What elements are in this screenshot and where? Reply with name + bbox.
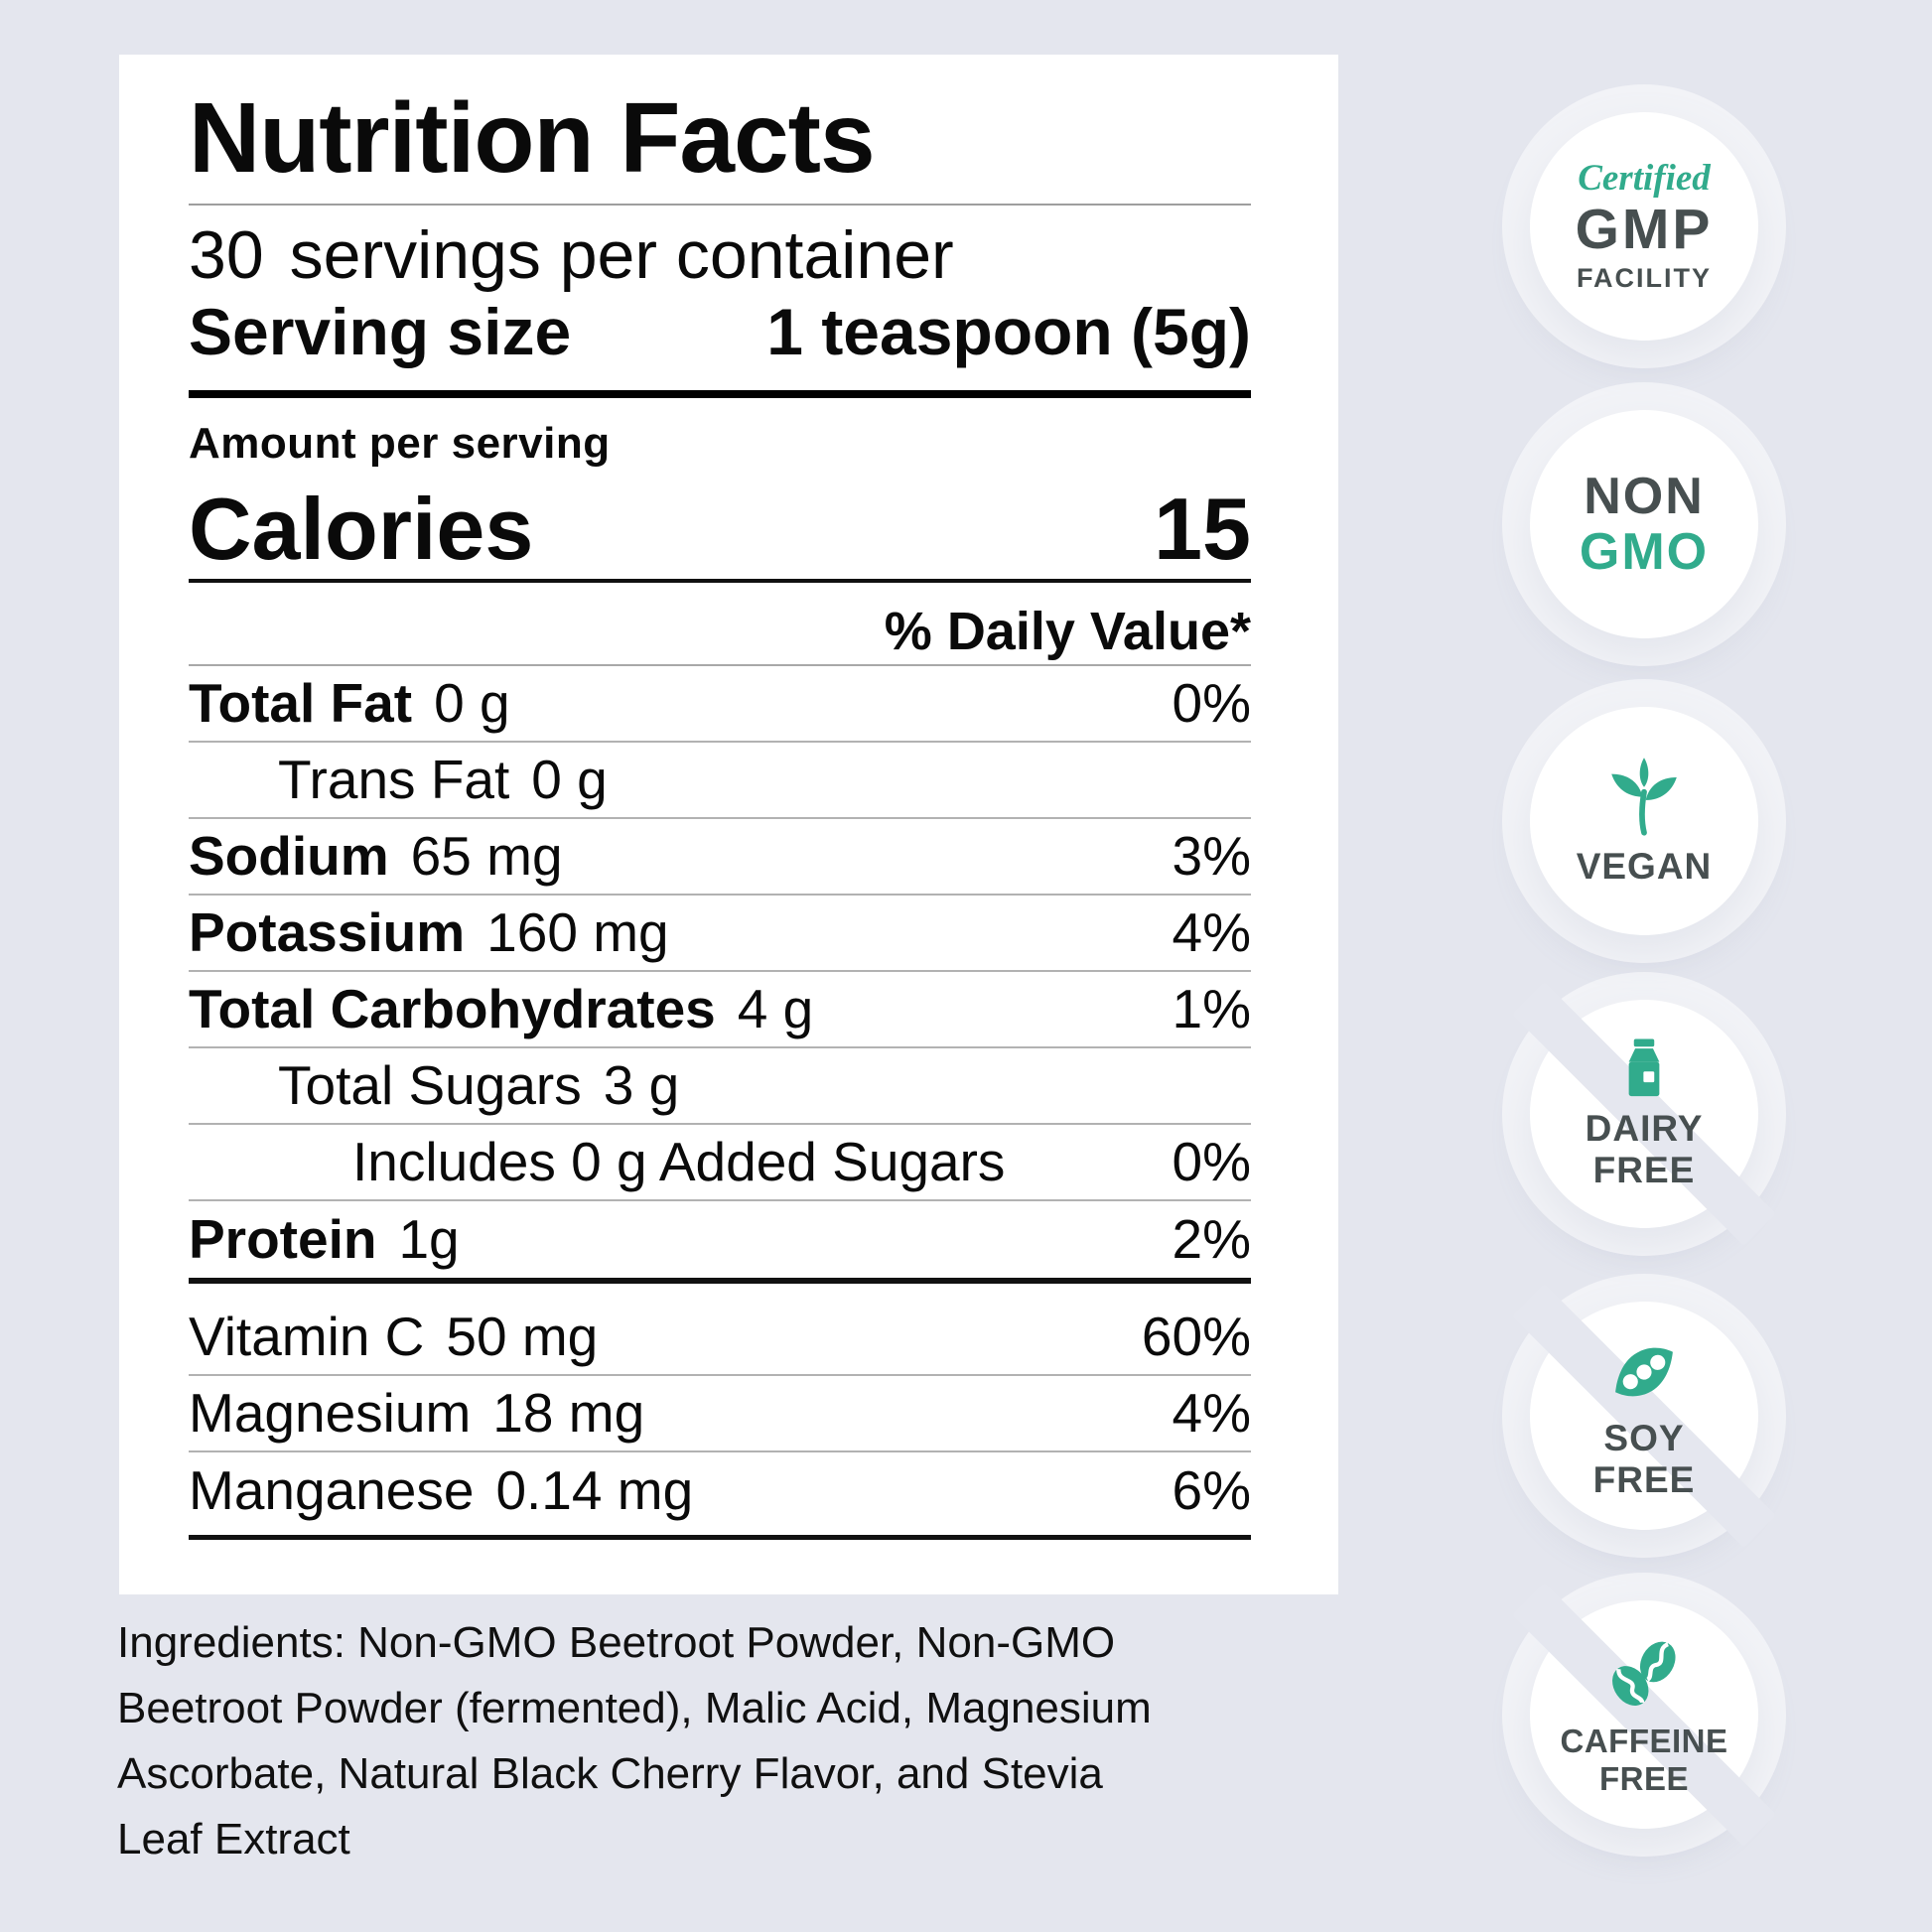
milk-carton-icon: [1612, 1036, 1676, 1108]
row-trans-fat: Trans Fat 0 g: [189, 743, 1251, 819]
nutrient-amount: 50 mg: [446, 1306, 599, 1367]
badge-non-gmo: NON GMO: [1530, 410, 1758, 638]
nutrient-amount: 1g: [398, 1208, 460, 1270]
badge-text: FREE: [1592, 1150, 1696, 1190]
coffee-beans-icon: [1598, 1631, 1690, 1723]
pea-pod-icon: [1602, 1330, 1686, 1418]
nutrient-name: Total Carbohydrates: [189, 978, 716, 1039]
serving-size-value: 1 teaspoon (5g): [766, 295, 1251, 368]
nutrient-amount: 0 g: [531, 749, 608, 810]
nutrient-daily-value: 60%: [1141, 1306, 1251, 1367]
nutrient-name: Includes 0 g Added Sugars: [352, 1131, 1006, 1192]
nutrient-daily-value: 0%: [1172, 672, 1252, 734]
badge-text: FREE: [1598, 1760, 1689, 1797]
ingredients-text: Ingredients: Non-GMO Beetroot Powder, No…: [117, 1610, 1152, 1872]
badge-certified-gmp-facility: Certified GMP FACILITY: [1530, 112, 1758, 341]
nutrient-name: Magnesium: [189, 1382, 472, 1444]
calories-label: Calories: [189, 480, 534, 578]
nutrient-name: Manganese: [189, 1459, 475, 1521]
nutrient-name: Sodium: [189, 825, 389, 887]
ingredients-line: Ingredients: Non-GMO Beetroot Powder, No…: [117, 1618, 1116, 1667]
nutrient-amount: 65 mg: [410, 825, 563, 887]
row-potassium: Potassium 160 mg 4%: [189, 896, 1251, 972]
badge-caffeine-free: CAFFEINE FREE: [1512, 1583, 1776, 1847]
servings-count: 30: [189, 217, 264, 293]
micronutrient-table: Vitamin C 50 mg 60% Magnesium 18 mg 4% M…: [189, 1300, 1251, 1529]
nutrient-amount: 0.14 mg: [495, 1459, 694, 1521]
nutrition-facts-panel: Nutrition Facts 30 servings per container…: [119, 55, 1338, 1594]
thick-divider: [189, 1278, 1251, 1284]
badge-text: GMP: [1575, 198, 1714, 262]
row-includes-0-g-added-sugars: Includes 0 g Added Sugars 0%: [189, 1125, 1251, 1201]
nutrient-daily-value: 3%: [1172, 825, 1252, 887]
row-protein: Protein 1g 2%: [189, 1201, 1251, 1278]
divider: [189, 204, 1251, 206]
nutrient-name: Vitamin C: [189, 1306, 425, 1367]
nutrient-daily-value: 1%: [1172, 978, 1252, 1039]
badge-text: VEGAN: [1576, 845, 1713, 887]
daily-value-header: % Daily Value*: [884, 602, 1251, 661]
nutrient-name: Total Fat: [189, 672, 413, 734]
ingredients-line: Beetroot Powder (fermented), Malic Acid,…: [117, 1684, 1152, 1732]
nutrient-amount: 18 mg: [492, 1382, 645, 1444]
row-magnesium: Magnesium 18 mg 4%: [189, 1376, 1251, 1452]
nutrient-daily-value: 4%: [1172, 901, 1252, 963]
nutrient-amount: 3 g: [603, 1054, 680, 1116]
amount-per-serving-label: Amount per serving: [189, 419, 611, 468]
row-manganese: Manganese 0.14 mg 6%: [189, 1452, 1251, 1529]
nutrient-name: Potassium: [189, 901, 466, 963]
nutrient-daily-value: 0%: [1172, 1131, 1252, 1192]
badge-soy-free: SOY FREE: [1512, 1284, 1776, 1548]
nutrient-daily-value: 4%: [1172, 1382, 1252, 1444]
servings-text: servings per container: [289, 217, 954, 293]
row-total-sugars: Total Sugars 3 g: [189, 1048, 1251, 1125]
row-vitamin-c: Vitamin C 50 mg 60%: [189, 1300, 1251, 1376]
serving-size-label: Serving size: [189, 295, 572, 368]
nutrient-daily-value: 6%: [1172, 1459, 1252, 1521]
thick-divider: [189, 390, 1251, 398]
calories-value: 15: [1154, 480, 1251, 578]
bottom-divider: [189, 1535, 1251, 1540]
divider: [189, 664, 1251, 666]
nutrient-amount: 0 g: [434, 672, 510, 734]
badge-dairy-free: DAIRY FREE: [1512, 982, 1776, 1246]
row-total-carbohydrates: Total Carbohydrates 4 g 1%: [189, 972, 1251, 1048]
badge-text: NON: [1584, 467, 1705, 525]
row-total-fat: Total Fat 0 g 0%: [189, 666, 1251, 743]
badge-text: DAIRY: [1585, 1107, 1704, 1149]
nutrient-daily-value: 2%: [1172, 1208, 1252, 1270]
row-sodium: Sodium 65 mg 3%: [189, 819, 1251, 896]
nutrient-table: Total Fat 0 g 0% Trans Fat 0 g Sodium 65…: [189, 666, 1251, 1278]
nutrient-name: Protein: [189, 1208, 377, 1270]
medium-divider: [189, 579, 1251, 583]
ingredients-line: Leaf Extract: [117, 1815, 350, 1863]
badge-text: CAFFEINE: [1560, 1722, 1728, 1759]
nutrient-name: Trans Fat: [278, 749, 510, 810]
calories-row: Calories 15: [189, 485, 1251, 573]
nutrient-amount: 160 mg: [486, 901, 669, 963]
badge-vegan: VEGAN: [1530, 707, 1758, 935]
nutrient-amount: 4 g: [737, 978, 814, 1039]
leaf-icon: [1603, 755, 1685, 846]
ingredients-line: Ascorbate, Natural Black Cherry Flavor, …: [117, 1749, 1103, 1798]
serving-size-row: Serving size 1 teaspoon (5g): [189, 299, 1251, 364]
nutrient-name: Total Sugars: [278, 1054, 582, 1116]
badge-text: Certified: [1578, 158, 1711, 200]
servings-per-container: 30 servings per container: [189, 221, 1251, 289]
badge-text: GMO: [1579, 523, 1710, 581]
badge-text: FACILITY: [1577, 263, 1712, 294]
badge-text: FREE: [1592, 1459, 1696, 1500]
badge-text: SOY: [1603, 1417, 1685, 1458]
nutrition-facts-title: Nutrition Facts: [189, 82, 876, 194]
